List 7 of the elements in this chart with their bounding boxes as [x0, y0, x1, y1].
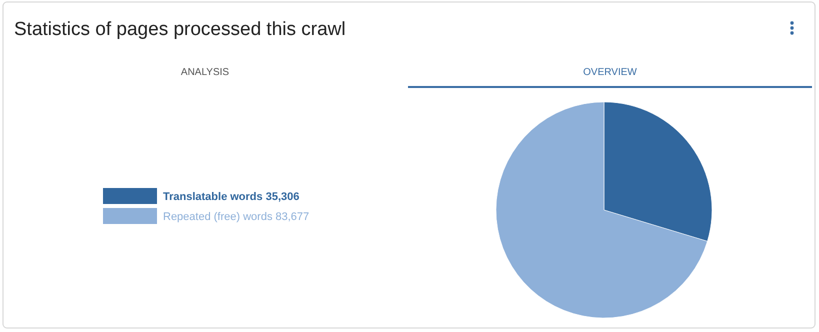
text: OVERVIEW: [583, 67, 638, 78]
legend-label: Repeated (free) words: [163, 211, 272, 223]
text: ANALYSIS: [180, 67, 230, 78]
data-label: 83,677: [276, 211, 310, 223]
legend-label: Translatable words: [163, 191, 263, 203]
data-label: 35,306: [266, 191, 300, 203]
chart-title: Statistics of pages processed this crawl: [14, 19, 346, 40]
